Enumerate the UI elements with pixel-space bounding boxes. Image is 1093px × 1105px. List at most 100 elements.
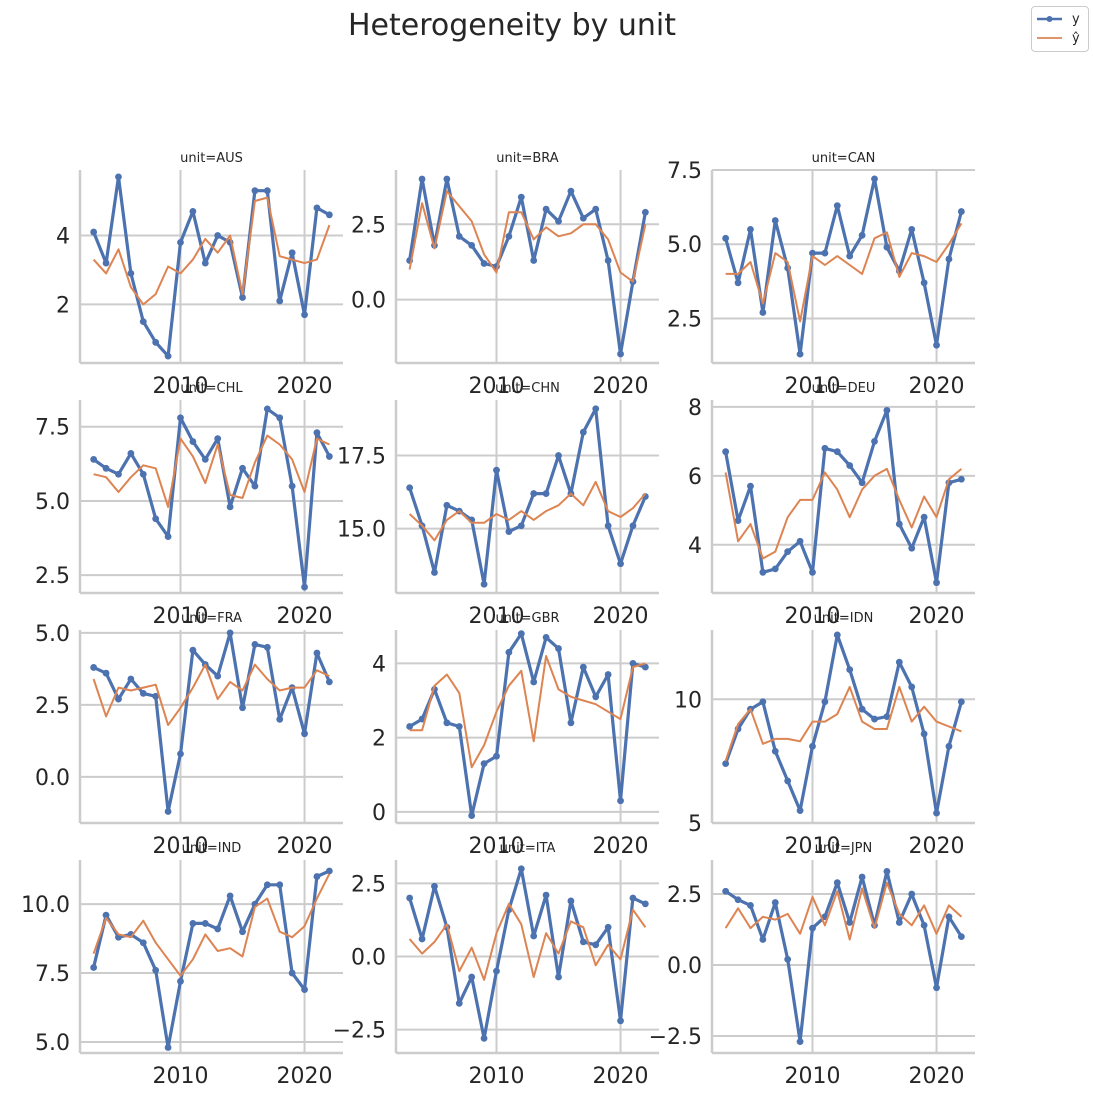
series-y-point	[201, 455, 209, 463]
series-y-point	[493, 967, 500, 975]
series-y-point	[809, 249, 816, 257]
series-yhat-line	[409, 655, 646, 769]
series-y-point	[115, 470, 122, 478]
x-tick-label: 2020	[909, 374, 965, 399]
series-y-point	[722, 760, 730, 768]
series-y-point	[127, 450, 135, 457]
series-y-point	[115, 695, 122, 703]
series-y-point	[127, 269, 135, 277]
series-y-point	[102, 259, 110, 267]
series-y-point	[517, 630, 525, 638]
series-y-point	[152, 338, 160, 346]
x-tick-label: 2010	[468, 374, 524, 399]
series-y-point	[567, 719, 575, 727]
series-y-point	[189, 207, 197, 215]
series-y-point	[846, 919, 854, 926]
panel-title: unit=BRA	[496, 151, 559, 166]
series-y-point	[747, 902, 754, 909]
series-y-point	[617, 560, 624, 568]
series-yhat-line	[724, 685, 962, 762]
y-tick-label: 6	[688, 465, 702, 490]
x-tick-label: 2020	[277, 1064, 333, 1089]
series-y-point	[722, 234, 730, 242]
series-y-point	[920, 279, 928, 287]
series-y-point	[517, 865, 525, 873]
x-tick-label: 2010	[152, 374, 208, 399]
series-y-line	[408, 177, 647, 356]
series-y-point	[747, 225, 754, 233]
series-y-point	[189, 646, 197, 654]
panel-ita: −2.5 0.0 2.5 2010 2020 unit=ITA	[333, 841, 659, 1089]
y-tick-label: 8	[688, 396, 702, 421]
series-y-point	[480, 1034, 488, 1042]
series-y-point	[301, 583, 308, 591]
series-y-point	[443, 501, 451, 509]
series-y-point	[784, 548, 792, 556]
series-y-point	[641, 208, 649, 216]
series-y-point	[177, 238, 184, 246]
y-tick-label: 0	[372, 801, 386, 826]
series-y-point	[530, 257, 538, 264]
series-y-point	[239, 294, 246, 301]
y-tick-label: 5.0	[667, 233, 702, 258]
series-y-point	[920, 921, 928, 929]
series-y-point	[505, 648, 513, 656]
series-y-point	[908, 544, 916, 552]
series-y-point	[617, 1017, 624, 1025]
panel-bra: 0.0 2.5 2010 2020 unit=BRA	[351, 151, 659, 399]
series-y-point	[833, 879, 841, 887]
series-y-point	[325, 211, 333, 219]
series-y-point	[629, 522, 637, 530]
y-tick-label: 7.5	[667, 159, 702, 184]
series-y-point	[920, 513, 928, 521]
series-y-point	[957, 475, 965, 483]
x-tick-label: 2010	[468, 834, 524, 859]
series-yhat-line	[724, 881, 963, 941]
series-y-point	[443, 719, 451, 727]
panel-can: 2.5 5.0 7.5 2010 2020 unit=CAN	[667, 151, 975, 399]
series-y-point	[895, 520, 903, 528]
series-y-point	[251, 641, 259, 648]
series-y-point	[833, 202, 841, 210]
series-y-point	[871, 175, 878, 183]
series-y-point	[164, 1044, 172, 1051]
series-y-point	[201, 920, 209, 927]
x-tick-label: 2020	[277, 834, 333, 859]
y-tick-label: 2	[56, 293, 70, 318]
x-tick-label: 2020	[277, 604, 333, 629]
series-y-point	[325, 867, 333, 875]
series-y-point	[542, 490, 550, 497]
series-y-point	[945, 913, 953, 921]
series-y-point	[555, 452, 562, 459]
series-y-point	[579, 214, 587, 222]
series-y-point	[431, 569, 438, 576]
series-y-point	[102, 911, 110, 919]
x-tick-label: 2020	[909, 604, 965, 629]
series-y-point	[505, 528, 513, 535]
series-y-point	[226, 892, 234, 900]
series-y-point	[201, 259, 209, 267]
y-tick-label: 2.5	[35, 694, 70, 719]
series-y-point	[214, 672, 222, 680]
series-y-point	[189, 920, 197, 927]
x-tick-label: 2020	[277, 374, 333, 399]
series-y-point	[821, 698, 829, 706]
series-y-point	[288, 249, 296, 257]
series-y-point	[945, 742, 953, 750]
series-y-point	[641, 663, 649, 671]
series-y-point	[734, 896, 742, 904]
series-y-point	[771, 899, 779, 906]
series-y-point	[251, 482, 259, 490]
series-y-point	[276, 715, 284, 723]
x-tick-label: 2010	[468, 1064, 524, 1089]
series-y-point	[957, 208, 965, 215]
series-y-point	[139, 939, 147, 947]
series-y-point	[796, 350, 804, 358]
series-y-point	[480, 580, 488, 588]
series-y-point	[325, 453, 333, 460]
series-y-point	[139, 689, 147, 697]
series-yhat-line	[408, 190, 647, 283]
series-y-point	[617, 350, 624, 358]
series-y-point	[617, 797, 624, 805]
